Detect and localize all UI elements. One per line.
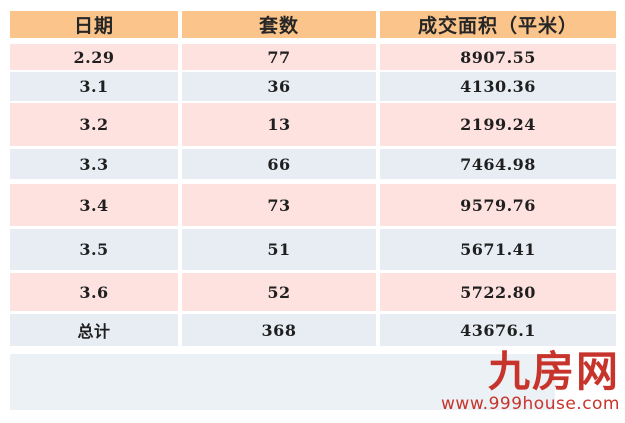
- date-cell: 3.1: [10, 72, 178, 101]
- units-cell: 36: [182, 72, 376, 101]
- date-cell: 2.29: [10, 44, 178, 70]
- logo-jiufangwang: 九房网: [487, 347, 620, 396]
- area-cell: 4130.36: [380, 72, 616, 101]
- table-row: 3.5 51 5671.41: [10, 229, 616, 270]
- date-cell: 3.6: [10, 273, 178, 311]
- date-cell: 3.4: [10, 184, 178, 226]
- table-row: 3.3 66 7464.98: [10, 149, 616, 179]
- table-header-row: 日期 套数 成交面积（平米）: [10, 11, 616, 38]
- area-cell: 8907.55: [380, 44, 616, 70]
- table-row: 3.1 36 4130.36: [10, 72, 616, 101]
- units-cell: 13: [182, 103, 376, 146]
- units-cell: 73: [182, 184, 376, 226]
- date-cell: 3.3: [10, 149, 178, 179]
- area-cell: 7464.98: [380, 149, 616, 179]
- area-cell: 9579.76: [380, 184, 616, 226]
- total-units-cell: 368: [182, 314, 376, 346]
- footer-band: [10, 354, 555, 410]
- table-row: 2.29 77 8907.55: [10, 44, 616, 70]
- column-header-area: 成交面积（平米）: [380, 11, 616, 38]
- transactions-table: 日期 套数 成交面积（平米） 2.29 77 8907.55 3.1 36 41…: [10, 11, 616, 410]
- area-cell: 5722.80: [380, 273, 616, 311]
- table-row-total: 总计 368 43676.1: [10, 314, 616, 346]
- units-cell: 66: [182, 149, 376, 179]
- logo-url-text: www.999house.com: [441, 394, 620, 414]
- column-header-units: 套数: [182, 11, 376, 38]
- total-label-cell: 总计: [10, 314, 178, 346]
- date-cell: 3.5: [10, 229, 178, 270]
- table-row: 3.6 52 5722.80: [10, 273, 616, 311]
- area-cell: 2199.24: [380, 103, 616, 146]
- column-header-date: 日期: [10, 11, 178, 38]
- units-cell: 51: [182, 229, 376, 270]
- table-row: 3.2 13 2199.24: [10, 103, 616, 146]
- total-area-cell: 43676.1: [380, 314, 616, 346]
- watermark-logo: 九房网 www.999house.com: [441, 347, 620, 415]
- date-cell: 3.2: [10, 103, 178, 146]
- table-row: 3.4 73 9579.76: [10, 184, 616, 226]
- units-cell: 77: [182, 44, 376, 70]
- units-cell: 52: [182, 273, 376, 311]
- area-cell: 5671.41: [380, 229, 616, 270]
